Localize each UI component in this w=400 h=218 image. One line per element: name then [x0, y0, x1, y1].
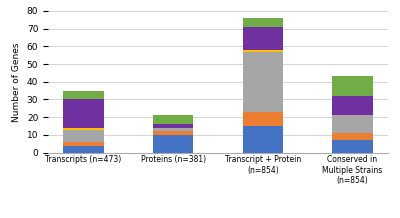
Bar: [332, 96, 372, 115]
Bar: [332, 77, 372, 96]
Bar: [332, 133, 372, 140]
Bar: [243, 50, 283, 52]
Bar: [64, 142, 104, 146]
Bar: [243, 18, 283, 27]
Bar: [332, 115, 372, 133]
Bar: [243, 27, 283, 50]
Bar: [243, 126, 283, 153]
Y-axis label: Number of Genes: Number of Genes: [12, 42, 21, 121]
Bar: [64, 129, 104, 142]
Bar: [64, 91, 104, 99]
Bar: [153, 128, 193, 131]
Bar: [64, 146, 104, 153]
Bar: [153, 115, 193, 124]
Bar: [153, 131, 193, 135]
Bar: [153, 135, 193, 153]
Bar: [64, 128, 104, 129]
Bar: [243, 52, 283, 112]
Bar: [64, 99, 104, 128]
Bar: [332, 140, 372, 153]
Bar: [243, 112, 283, 126]
Bar: [153, 124, 193, 128]
